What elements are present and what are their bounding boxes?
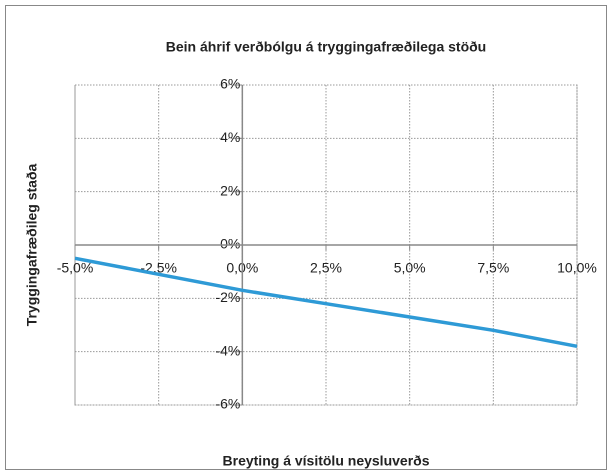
y-axis-label: Tryggingafræðileg staða: [24, 163, 40, 326]
x-axis-label: Breyting á vísitölu neysluverðs: [223, 453, 430, 469]
x-tick-label: 5,0%: [394, 260, 426, 276]
chart-frame: [5, 5, 607, 470]
x-tick-label: 10,0%: [557, 260, 597, 276]
y-tick-label: -4%: [215, 342, 240, 358]
x-tick-label: 2,5%: [310, 260, 342, 276]
x-tick-label: 7,5%: [477, 260, 509, 276]
chart-title: Bein áhrif verðbólgu á tryggingafræðileg…: [166, 39, 486, 55]
y-tick-label: -6%: [215, 396, 240, 412]
data-line: [74, 256, 578, 349]
x-tick-label: -5,0%: [57, 260, 94, 276]
y-tick-label: 0%: [220, 236, 240, 252]
y-tick-label: -2%: [215, 289, 240, 305]
y-tick-label: 2%: [220, 182, 240, 198]
y-tick-label: 4%: [220, 129, 240, 145]
y-tick-label: 6%: [220, 76, 240, 92]
